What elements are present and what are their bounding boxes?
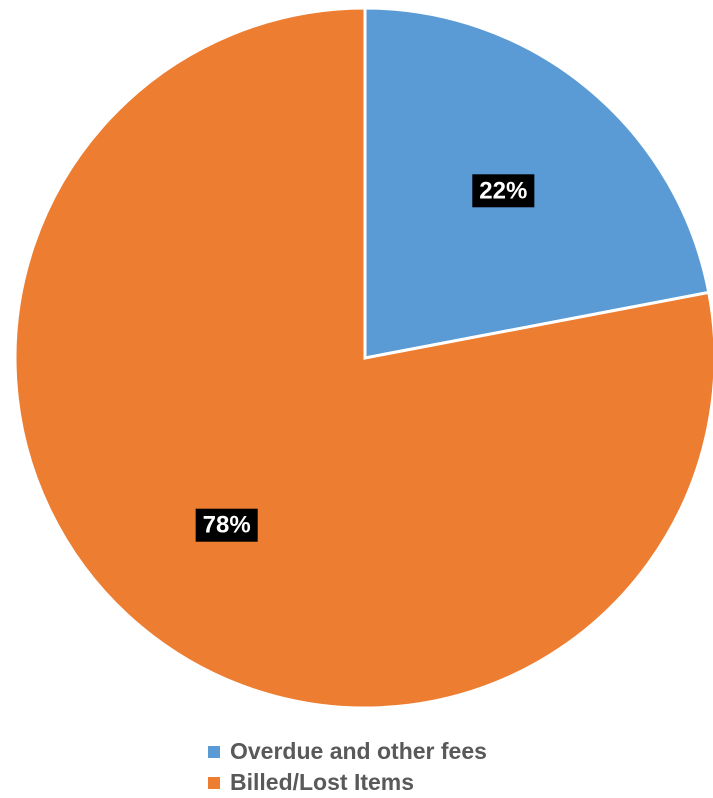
legend-item-billed-lost: Billed/Lost Items [208,767,628,798]
chart-legend: Overdue and other fees Billed/Lost Items [208,736,628,798]
legend-label-billed-lost: Billed/Lost Items [230,769,415,795]
slice-billed-lost [13,6,713,710]
legend-item-overdue-fees: Overdue and other fees [208,736,628,767]
data-label-billed-lost-text: 78% [203,512,251,539]
data-label-billed-lost: 78% [195,508,258,542]
pie-chart-svg: 22% 78% [13,6,713,710]
legend-swatch-billed-lost [208,776,220,789]
data-label-overdue-fees: 22% [472,174,535,208]
legend-swatch-overdue-fees [208,745,220,758]
data-label-overdue-fees-text: 22% [479,177,527,204]
legend-label-overdue-fees: Overdue and other fees [230,738,487,764]
data-label-overdue-fees-box [472,174,535,208]
slice-overdue-fees [363,6,711,360]
data-label-billed-lost-box [195,508,258,542]
pie-data-labels: 22% 78% [195,174,535,542]
pie-chart: 22% 78% [13,6,713,710]
pie-slices [13,6,713,710]
